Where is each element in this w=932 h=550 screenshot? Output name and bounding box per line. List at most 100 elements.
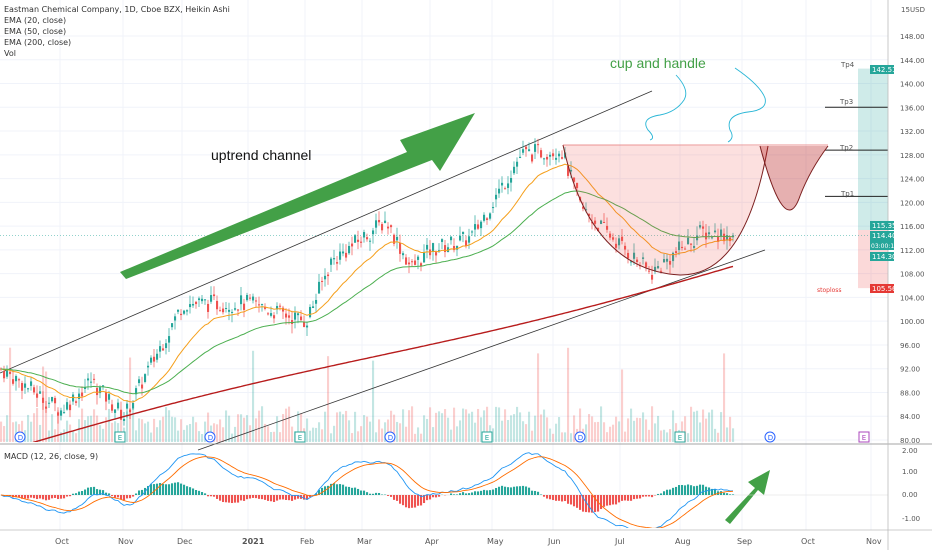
volume-bar [606, 432, 609, 442]
candle-body [324, 275, 327, 280]
time-jul: Jul [614, 537, 625, 546]
earnings-marker[interactable]: E [114, 431, 126, 443]
volume-bar [531, 430, 534, 442]
macd-histogram-bar [258, 495, 261, 499]
candle-body [144, 374, 147, 382]
candle-body [552, 153, 555, 157]
macd-histogram-bar [690, 485, 693, 495]
volume-bar [102, 428, 105, 442]
candle-body [558, 153, 561, 157]
candle-body [582, 206, 585, 209]
macd-histogram-bar [123, 495, 126, 501]
volume-bar [504, 409, 507, 442]
candle-body [438, 250, 441, 252]
volume-bar [0, 421, 3, 442]
dividend-marker[interactable]: D [204, 431, 216, 443]
candle-body [690, 243, 693, 245]
volume-bar [417, 427, 420, 442]
time-jun: Jun [547, 537, 561, 546]
volume-bar [477, 408, 480, 442]
dividend-marker[interactable]: D [764, 431, 776, 443]
dividend-marker[interactable]: D [574, 431, 586, 443]
time-feb: Feb [300, 537, 314, 546]
volume-bar [609, 426, 612, 442]
macd-histogram-bar [186, 486, 189, 495]
macd-histogram-bar [105, 492, 108, 495]
price-axis[interactable]: 148.00 144.00 140.00 136.00 132.00 128.00 124.… [887, 0, 925, 550]
time-axis[interactable]: Oct Nov Dec 2021 Feb Mar Apr May Jun Jul… [0, 529, 932, 546]
volume-bar [216, 424, 219, 442]
legend-ema20[interactable]: EMA (20, close) [4, 16, 67, 25]
candle-body [732, 235, 735, 238]
macd-histogram-bar [591, 495, 594, 513]
time-apr: Apr [425, 537, 440, 546]
macd-histogram-bar [597, 495, 600, 512]
macd-histogram-bar [612, 495, 615, 505]
volume-bars [0, 347, 735, 442]
volume-bar [513, 414, 516, 442]
macd-histogram-bar [321, 487, 324, 495]
macd-histogram-bar [375, 492, 378, 495]
volume-bar [528, 411, 531, 442]
macd-histogram-bar [642, 495, 645, 497]
volume-bar [96, 415, 99, 442]
candle-body [465, 240, 468, 246]
price-tick: 88.00 [900, 389, 920, 397]
macd-histogram-bar [582, 495, 585, 512]
macd-histogram-bar [636, 495, 639, 499]
macd-histogram-bar [525, 486, 528, 495]
dividend-marker[interactable]: D [14, 431, 26, 443]
candle-body [513, 166, 516, 174]
macd-histogram-bar [237, 495, 240, 503]
candle-body [312, 306, 315, 309]
earnings-marker[interactable]: E [858, 431, 870, 443]
volume-bar [552, 433, 555, 442]
volume-bar [516, 406, 519, 442]
candle-body [603, 222, 606, 224]
candle-body [69, 404, 72, 411]
svg-text:D: D [388, 434, 393, 442]
volume-bar [66, 420, 69, 442]
macd-histogram-bar [402, 495, 405, 506]
volume-bar [51, 414, 54, 442]
dividend-marker[interactable]: D [384, 431, 396, 443]
volume-bar [585, 424, 588, 442]
macd-histogram-bar [537, 491, 540, 495]
candle-body [426, 244, 429, 250]
legend-ema50[interactable]: EMA (50, close) [4, 27, 67, 36]
time-aug: Aug [675, 537, 691, 546]
earnings-marker[interactable]: E [294, 431, 306, 443]
volume-bar [174, 417, 177, 442]
candle-body [18, 379, 21, 381]
candle-body [534, 144, 537, 152]
macd-histogram-bar [489, 490, 492, 495]
legend-vol[interactable]: Vol [4, 49, 16, 58]
candle-body [717, 236, 720, 242]
volume-bar [363, 415, 366, 442]
volume-bar [663, 429, 666, 442]
earnings-marker[interactable]: E [481, 431, 493, 443]
macd-histogram-bar [687, 484, 690, 495]
macd-histogram-bar [276, 495, 279, 501]
macd-histogram-bar [303, 495, 306, 500]
macd-histogram-bar [615, 495, 618, 505]
macd-histogram-bar [207, 495, 210, 497]
candle-body [678, 241, 681, 251]
volume-bar [270, 432, 273, 442]
volume-bar [429, 407, 432, 442]
earnings-marker[interactable]: E [674, 431, 686, 443]
legend-ema200[interactable]: EMA (200, close) [4, 38, 72, 47]
candle-body [57, 412, 60, 416]
volume-bar [81, 408, 84, 442]
candle-body [474, 224, 477, 230]
macd-histogram-bar [294, 495, 297, 500]
macd-axis: 2.00 1.00 0.00 -1.00 [902, 447, 920, 523]
macd-histogram-bar [126, 495, 129, 499]
candle-body [381, 224, 384, 231]
candle-body [375, 220, 378, 228]
candle-body [471, 231, 474, 233]
volume-bar [339, 411, 342, 442]
candle-body [186, 310, 189, 312]
macd-legend[interactable]: MACD (12, 26, close, 9) [4, 452, 99, 461]
